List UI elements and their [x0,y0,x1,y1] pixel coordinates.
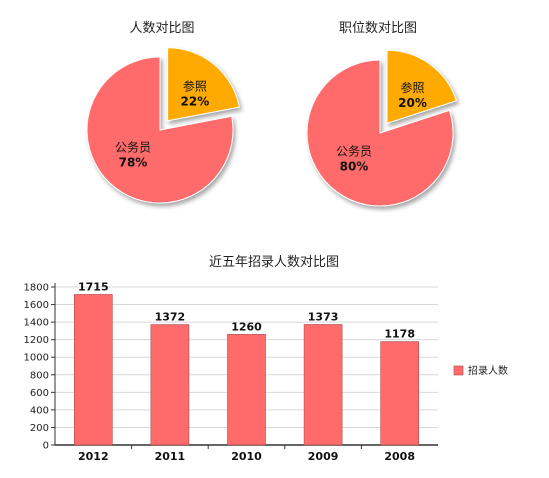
ytick-label-200: 200 [30,423,49,434]
xtick-label-2012: 2012 [78,450,109,463]
ytick-label-1800: 1800 [24,283,49,294]
ytick-label-1600: 1600 [24,300,49,311]
pie1-slice-canzhao-label: 参照 [183,79,207,94]
bar-title: 近五年招录人数对比图 [209,255,339,270]
xtick-label-2011: 2011 [155,450,186,463]
ytick-label-800: 800 [30,370,49,381]
legend-label: 招录人数 [468,364,508,377]
bar-2011 [150,324,190,446]
pie2-slice-canzhao-label: 参照 [400,80,424,95]
ytick-label-1400: 1400 [24,318,49,329]
bar-2009 [303,324,343,446]
bar-value-2010: 1260 [231,320,262,333]
pie2-slice-gongwuyuan-label: 公务员 [336,144,372,159]
ytick-label-600: 600 [30,388,49,399]
xtick-label-2009: 2009 [308,450,339,463]
ytick-label-1000: 1000 [24,353,49,364]
pie2-title: 职位数对比图 [339,21,417,36]
xtick-label-2010: 2010 [231,450,262,463]
bar-marks: 1715 1372 1260 1373 1178 [74,280,420,446]
bar-value-2008: 1178 [384,328,415,341]
ytick-label-0: 0 [43,441,49,452]
pie1-title: 人数对比图 [129,21,194,36]
xtick-label-2008: 2008 [384,450,415,463]
bar-2010 [227,334,266,446]
pie2-slice-canzhao [386,49,458,124]
pie1-slice-gongwuyuan-percent: 78% [119,156,148,170]
bar-value-2012: 1715 [78,280,109,293]
pie1-slice-canzhao-percent: 22% [181,95,210,109]
pie2-slice-canzhao-percent: 20% [398,96,427,110]
legend-swatch [453,365,464,376]
pie2-slice-gongwuyuan [306,59,454,207]
pie1-slice-gongwuyuan-label: 公务员 [115,140,151,155]
ytick-label-1200: 1200 [24,335,49,346]
pie1-slice-gongwuyuan [86,56,234,204]
bar-legend: 招录人数 [453,364,508,377]
bar-value-2011: 1372 [155,311,186,324]
bar-2008 [380,341,420,446]
bar-2012 [74,294,113,446]
pie1-slice-canzhao [167,47,240,122]
ytick-label-400: 400 [30,405,49,416]
bar-axis: 0 200 400 600 800 1000 1200 1400 1600 1800 2012 201… [24,283,438,463]
bar-value-2009: 1373 [308,310,339,323]
pie2-slice-gongwuyuan-percent: 80% [340,160,369,174]
